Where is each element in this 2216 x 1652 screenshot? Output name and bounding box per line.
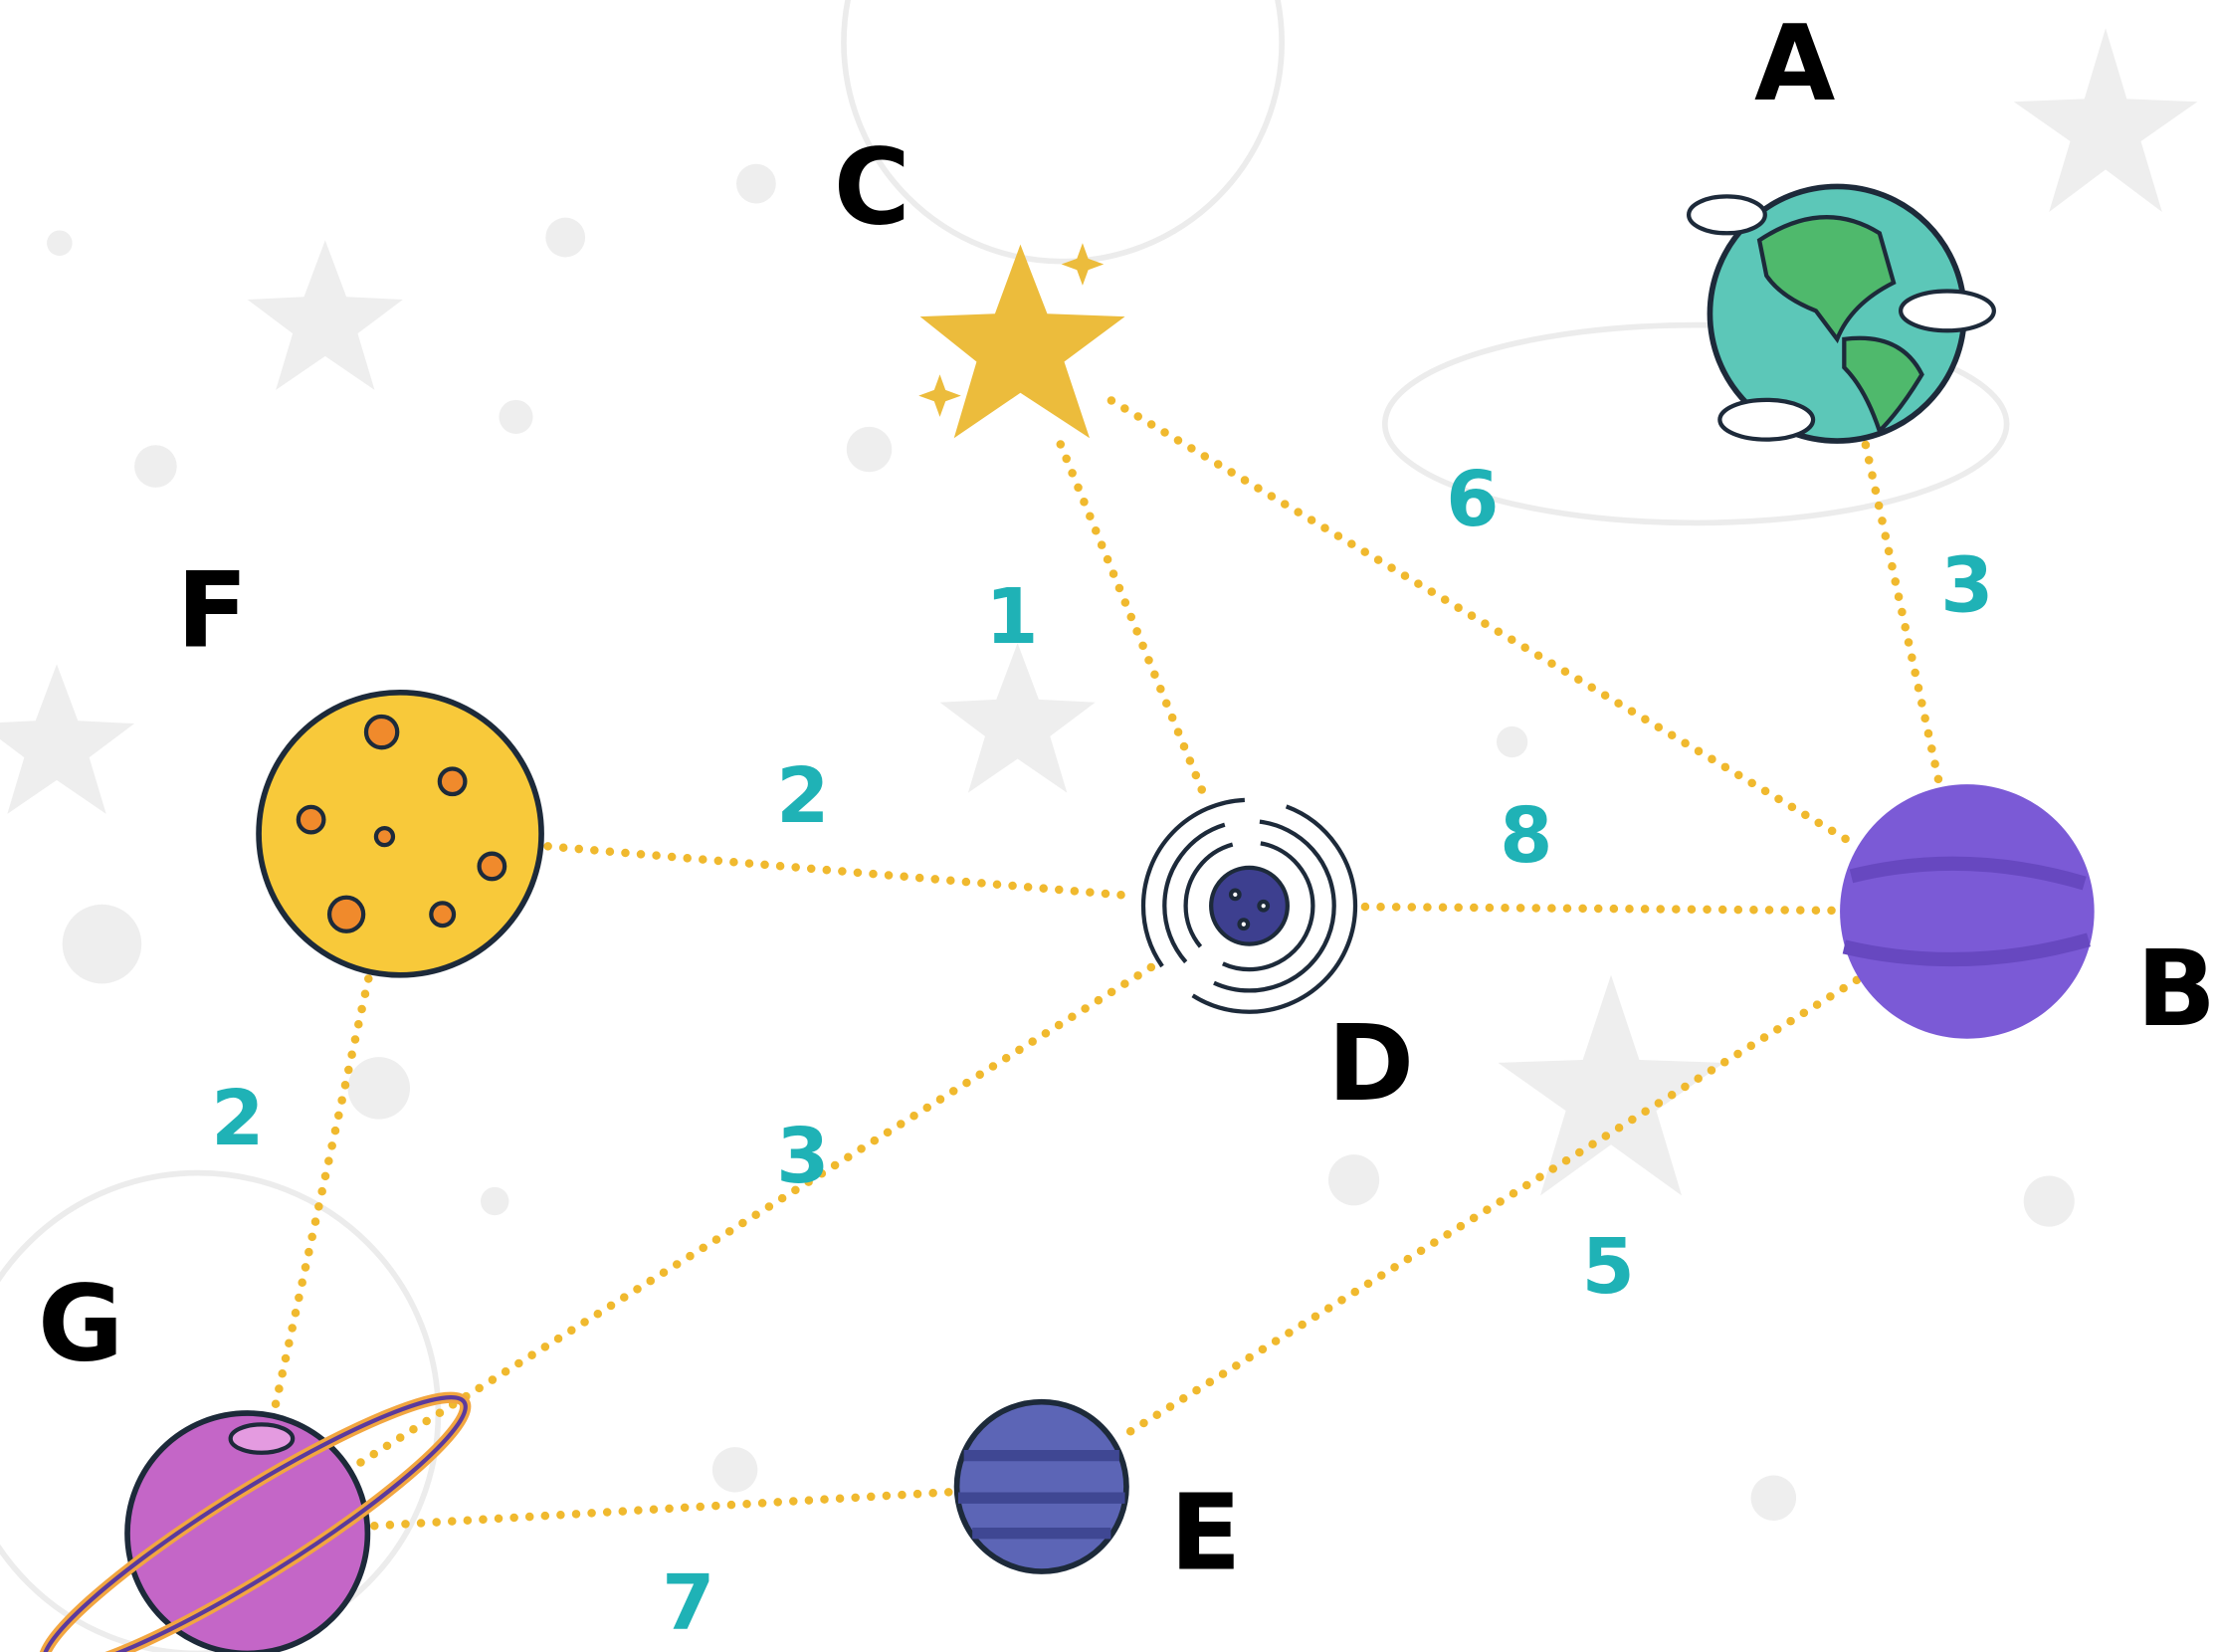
edge-weight: 6 bbox=[1446, 456, 1499, 544]
edge-weight: 7 bbox=[662, 1559, 714, 1648]
edge-weight: 2 bbox=[776, 752, 829, 841]
edge-weight: 1 bbox=[985, 573, 1038, 662]
graph-diagram: A B C D E F G 1 6 3 2 8 2 3 5 7 bbox=[0, 0, 2216, 1652]
node-label: B bbox=[2136, 928, 2216, 1050]
edge bbox=[374, 1492, 951, 1526]
node-label: A bbox=[1754, 2, 1835, 124]
moon-icon bbox=[259, 693, 541, 975]
edge bbox=[548, 846, 1134, 896]
edge bbox=[1118, 980, 1857, 1439]
neptune-icon bbox=[1840, 784, 2095, 1039]
earth-icon bbox=[1689, 186, 1994, 441]
node-label: E bbox=[1170, 1472, 1242, 1594]
icons bbox=[22, 186, 2094, 1652]
edge-weight: 5 bbox=[1582, 1223, 1635, 1312]
galaxy-icon bbox=[1143, 800, 1355, 1012]
edge bbox=[1061, 444, 1206, 798]
blue-planet-icon bbox=[957, 1402, 1126, 1571]
star-icon bbox=[918, 243, 1124, 438]
edge-weight: 3 bbox=[1940, 542, 1993, 631]
node-label: C bbox=[834, 126, 910, 249]
node-label: D bbox=[1327, 1002, 1414, 1125]
edge-weight: 3 bbox=[776, 1113, 829, 1201]
edge bbox=[355, 967, 1151, 1466]
edges bbox=[275, 400, 1939, 1526]
edge bbox=[275, 978, 368, 1408]
edge-weight: 8 bbox=[1500, 792, 1552, 881]
edge-weight: 2 bbox=[211, 1075, 264, 1163]
node-label: F bbox=[176, 548, 248, 671]
node-label: G bbox=[38, 1262, 123, 1384]
edge bbox=[1365, 907, 1837, 911]
